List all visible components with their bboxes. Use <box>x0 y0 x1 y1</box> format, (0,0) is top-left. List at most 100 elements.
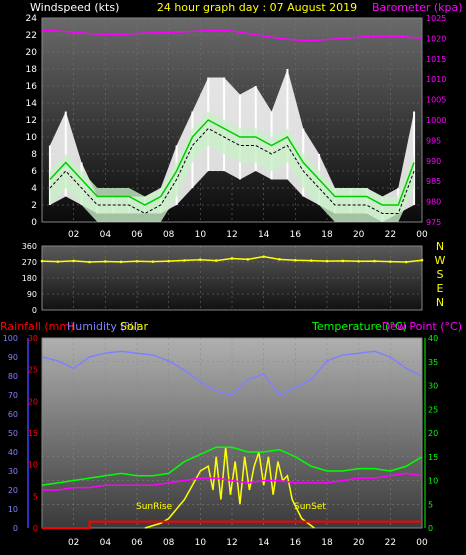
barometer-label: Barometer (kpa) <box>372 1 463 14</box>
rainfall-tick: 20 <box>28 397 38 406</box>
solar-series <box>144 447 315 529</box>
time-tick: 10 <box>195 230 207 240</box>
direction-point <box>40 259 44 263</box>
windspeed-tick: 14 <box>26 99 38 109</box>
direction-series <box>40 255 424 264</box>
direction-tick: 90 <box>27 290 37 299</box>
windspeed-tick: 4 <box>31 184 37 194</box>
compass-label: N <box>436 296 444 309</box>
time-tick: 02 <box>68 538 79 548</box>
humidity-tick: 10 <box>8 505 18 514</box>
time-tick: 14 <box>258 230 270 240</box>
rainfall-series <box>42 520 422 529</box>
temperature-tick: 20 <box>428 429 438 438</box>
direction-point <box>278 258 281 261</box>
humidity-tick: 50 <box>8 429 18 438</box>
direction-axis: 0 90 180 270 360 <box>22 242 37 315</box>
humidity-tick: 60 <box>8 410 18 419</box>
rainfall-tick: 15 <box>28 429 38 438</box>
solar-label: Solar <box>120 320 149 333</box>
direction-tick: 360 <box>22 242 37 251</box>
direction-point <box>246 258 250 261</box>
time-tick: 16 <box>290 230 302 240</box>
windspeed-tick: 10 <box>26 133 38 143</box>
solar-line <box>144 447 315 529</box>
humidity-tick: 40 <box>8 448 18 457</box>
dewpoint-line <box>42 472 423 491</box>
humidity-tick: 20 <box>8 486 18 495</box>
temperature-tick: 15 <box>428 453 438 462</box>
direction-tick: 270 <box>22 258 37 267</box>
windspeed-label: Windspeed (kts) <box>30 1 119 14</box>
chart-title: 24 hour graph day : 07 August 2019 <box>157 1 357 14</box>
x-axis-bottom: 02 04 06 08 10 12 14 16 18 20 22 00 <box>68 538 428 548</box>
temperature-line <box>41 446 423 486</box>
windspeed-tick: 24 <box>26 14 38 24</box>
time-tick: 04 <box>100 538 112 548</box>
time-tick: 04 <box>100 230 112 240</box>
direction-point <box>373 259 376 263</box>
time-tick: 20 <box>353 230 365 240</box>
barometer-tick: 1010 <box>426 75 446 84</box>
barometer-tick: 1020 <box>426 34 446 43</box>
barometer-tick: 1015 <box>426 55 446 64</box>
rainfall-tick: 10 <box>28 461 38 470</box>
temperature-tick: 35 <box>428 358 438 367</box>
sunrise-label: SunRise <box>136 502 173 512</box>
windspeed-tick: 2 <box>31 201 37 211</box>
time-tick: 08 <box>163 230 175 240</box>
compass-label: W <box>435 254 446 267</box>
humidity-tick: 80 <box>8 372 18 381</box>
time-tick: 14 <box>258 538 270 548</box>
temperature-tick: 0 <box>428 524 433 533</box>
direction-point <box>199 258 202 261</box>
windspeed-tick: 0 <box>31 218 37 228</box>
humidity-label: Humidity (%) <box>67 320 139 333</box>
barometer-tick: 980 <box>426 198 441 207</box>
avg-wind-series <box>49 111 415 222</box>
avg-wind-band <box>49 111 415 222</box>
humidity-tick: 100 <box>3 334 18 343</box>
temperature-series <box>41 446 423 486</box>
barometer-line <box>41 29 423 42</box>
barometer-tick: 995 <box>426 136 441 145</box>
compass-label: N <box>436 240 444 253</box>
time-tick: 02 <box>68 230 79 240</box>
time-tick: 16 <box>290 538 302 548</box>
windspeed-tick: 22 <box>26 31 37 41</box>
humidity-line <box>41 350 423 396</box>
direction-point <box>151 260 155 263</box>
direction-point <box>357 259 360 263</box>
direction-grid <box>42 245 423 311</box>
time-tick: 22 <box>385 538 396 548</box>
direction-tick: 180 <box>22 274 37 283</box>
wind-mean-line <box>49 127 415 215</box>
rainfall-tick: 5 <box>33 492 38 501</box>
rainfall-label: Rainfall (mm) <box>0 320 74 333</box>
windspeed-tick: 12 <box>26 116 37 126</box>
rainfall-line <box>42 520 422 529</box>
direction-point <box>167 259 170 263</box>
barometer-tick: 1000 <box>426 116 446 125</box>
direction-point <box>294 258 297 262</box>
rainfall-tick: 0 <box>33 524 38 533</box>
direction-point <box>88 260 91 264</box>
temperature-tick: 10 <box>428 477 438 486</box>
barometer-series <box>41 29 423 42</box>
windspeed-tick: 20 <box>26 48 38 58</box>
direction-point <box>183 259 186 262</box>
rainfall-tick: 25 <box>28 366 38 375</box>
direction-point <box>119 260 123 264</box>
windspeed-tick: 16 <box>26 82 38 92</box>
time-tick: 06 <box>131 230 143 240</box>
windspeed-tick: 6 <box>31 167 37 177</box>
temperature-tick: 5 <box>428 500 433 509</box>
time-tick: 12 <box>226 538 237 548</box>
time-tick: 00 <box>416 230 428 240</box>
time-tick: 12 <box>226 230 237 240</box>
humidity-axis: 0 10 20 30 40 50 60 70 80 90 100 <box>3 334 29 533</box>
time-tick: 18 <box>321 230 333 240</box>
direction-point <box>389 260 392 263</box>
